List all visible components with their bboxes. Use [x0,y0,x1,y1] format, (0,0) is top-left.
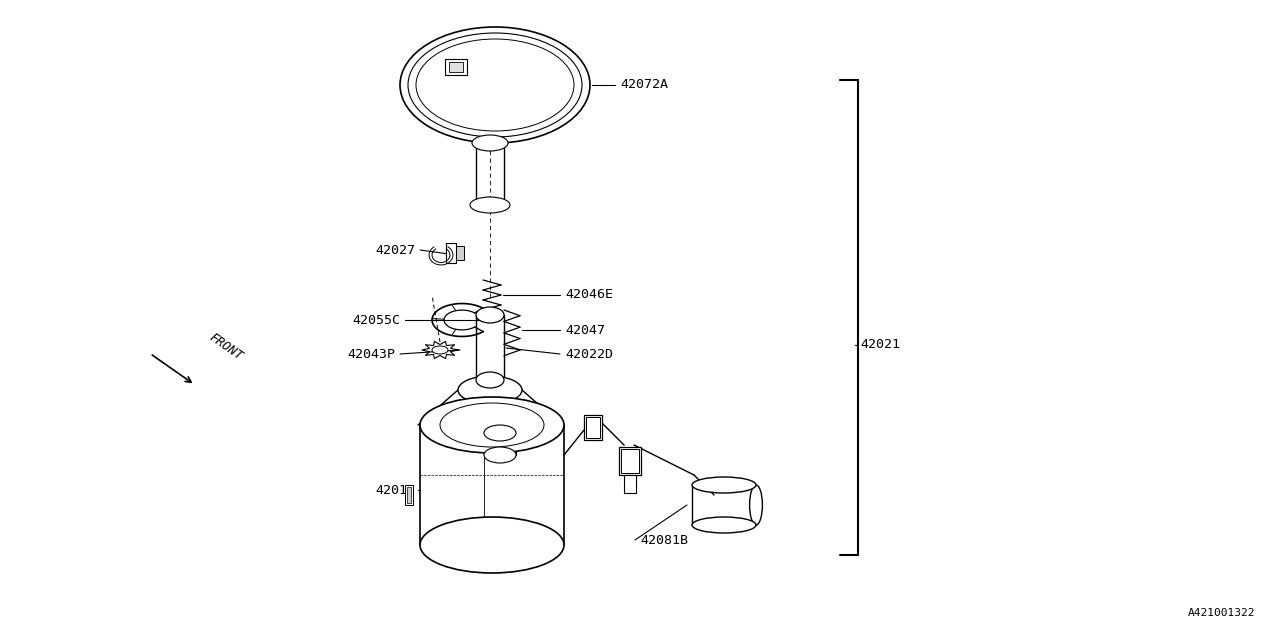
Ellipse shape [750,485,763,525]
Ellipse shape [692,517,756,533]
Ellipse shape [433,346,448,354]
Text: 42081B: 42081B [640,534,689,547]
Text: 42055C: 42055C [352,314,399,326]
Text: 42022D: 42022D [564,348,613,360]
Bar [620,447,641,475]
Bar [404,485,413,505]
Text: 42015: 42015 [375,483,415,497]
Text: 42043P: 42043P [347,348,396,360]
Bar [445,243,456,263]
Text: 42021: 42021 [860,339,900,351]
Bar [407,487,411,503]
Text: A421001322: A421001322 [1188,608,1254,618]
Ellipse shape [458,376,522,404]
Ellipse shape [420,397,564,453]
Ellipse shape [399,27,590,143]
Text: FRONT: FRONT [207,331,246,363]
Ellipse shape [476,307,504,323]
Ellipse shape [472,135,508,151]
Bar [586,417,600,438]
Ellipse shape [470,197,509,213]
Bar [584,415,602,440]
Bar [449,62,463,72]
Ellipse shape [408,33,582,137]
Bar [621,449,639,473]
Text: 42046E: 42046E [564,289,613,301]
Text: 42027: 42027 [375,243,415,257]
Bar [456,246,465,260]
Text: 42047: 42047 [564,323,605,337]
Bar [625,475,636,493]
Ellipse shape [420,517,564,573]
Ellipse shape [476,372,504,388]
Ellipse shape [416,39,573,131]
Bar [445,59,467,75]
Ellipse shape [484,447,516,463]
Ellipse shape [692,477,756,493]
Text: 42072A: 42072A [620,79,668,92]
Ellipse shape [484,425,516,441]
Ellipse shape [440,403,544,447]
